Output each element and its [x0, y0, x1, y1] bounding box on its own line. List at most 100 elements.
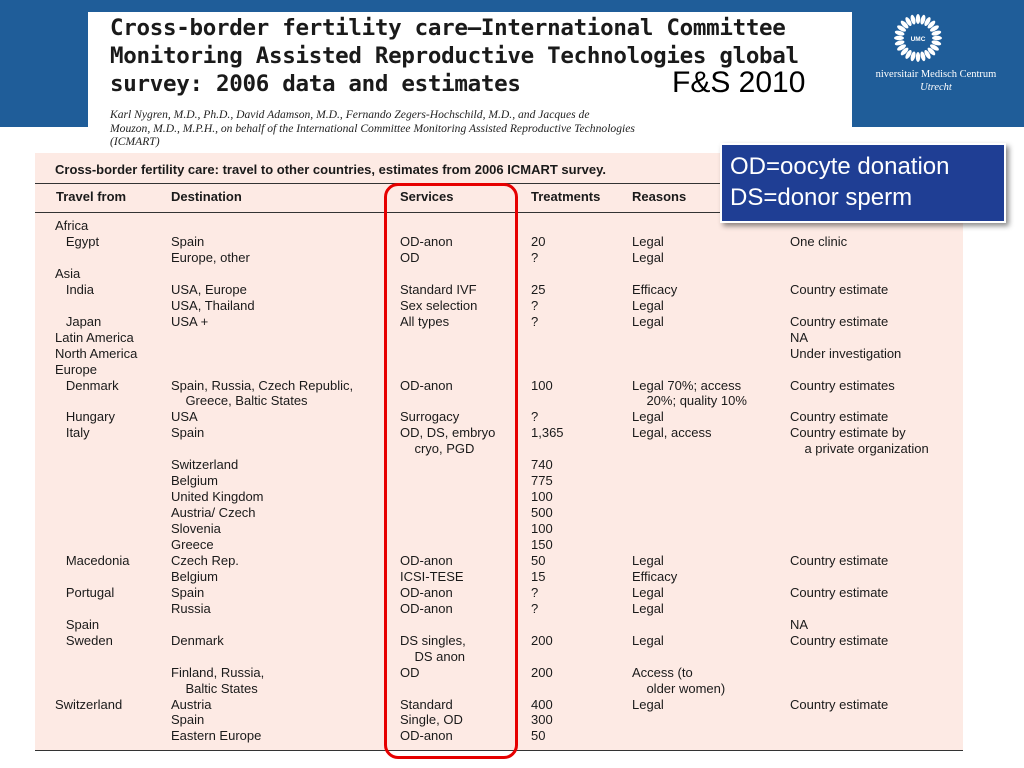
- paper-title: Cross-border fertility care—Internationa…: [110, 14, 850, 98]
- logo-petal: [894, 40, 905, 46]
- treatments-cell: 400: [531, 696, 553, 712]
- paper-title-line: Monitoring Assisted Reproductive Technol…: [110, 43, 799, 69]
- logo-petal: [931, 40, 942, 46]
- travel-from-cell: Europe: [55, 361, 97, 377]
- paper-title-line: Cross-border fertility care—Internationa…: [110, 15, 786, 41]
- logo-petal: [920, 14, 926, 25]
- services-cell: Standard: [400, 696, 453, 712]
- destination-cell: Austria: [171, 696, 212, 712]
- legend-line-od: OD=oocyte donation: [730, 153, 950, 180]
- table-rule-bottom: [35, 750, 963, 751]
- destination-cell: USA, Thailand: [171, 297, 255, 313]
- travel-from-cell: Japan: [55, 313, 102, 329]
- col-header-treatments: Treatments: [531, 189, 601, 204]
- logo-petal: [915, 52, 921, 62]
- university-city: Utrecht: [920, 82, 952, 93]
- col-header-services: Services: [400, 189, 454, 204]
- notes-cell: Country estimates: [790, 377, 895, 393]
- travel-from-cell: North America: [55, 345, 138, 361]
- destination-cell: Austria/ Czech: [171, 505, 256, 521]
- logo-petal: [920, 51, 926, 62]
- paper-header-box: [88, 12, 852, 151]
- services-cell: Sex selection: [400, 297, 478, 313]
- logo-petal: [894, 35, 904, 41]
- notes-cell: NA: [790, 329, 809, 345]
- travel-from-cell: Portugal: [55, 584, 115, 600]
- logo-petal: [927, 47, 936, 56]
- destination-cell: Slovenia: [171, 521, 221, 537]
- notes-cell: Country estimate: [790, 313, 889, 329]
- logo-petal: [905, 49, 912, 59]
- col-header-reasons: Reasons: [632, 189, 687, 204]
- logo-petal: [924, 49, 931, 59]
- services-cell: OD, DS, embryo: [400, 425, 496, 441]
- travel-from-cell: Egypt: [55, 233, 100, 249]
- treatments-cell: 300: [531, 712, 553, 728]
- authors-line: Karl Nygren, M.D., Ph.D., David Adamson,…: [110, 108, 590, 121]
- notes-cell: Country estimate: [790, 409, 889, 425]
- logo-petal: [931, 30, 942, 36]
- destination-cell: USA: [171, 409, 198, 425]
- paper-title-line: survey: 2006 data and estimates: [110, 71, 521, 97]
- reasons-cell: Legal: [632, 233, 664, 249]
- services-cell: Surrogacy: [400, 409, 460, 425]
- destination-cell: Eastern Europe: [171, 728, 262, 744]
- travel-from-cell: Denmark: [55, 377, 119, 393]
- destination-cell: Europe, other: [171, 249, 250, 265]
- logo-petal: [897, 25, 907, 32]
- treatments-cell: 100: [531, 377, 553, 393]
- authors-line: Mouzon, M.D., M.P.H., on behalf of the I…: [110, 121, 635, 135]
- services-cell: OD-anon: [400, 584, 453, 600]
- destination-cell: Switzerland: [171, 457, 239, 473]
- treatments-cell: 500: [531, 505, 553, 521]
- notes-cell: Country estimate: [790, 584, 889, 600]
- destination-cell: United Kingdom: [171, 489, 264, 505]
- logo-petal: [915, 14, 921, 24]
- paper-authors: Karl Nygren, M.D., Ph.D., David Adamson,…: [110, 108, 845, 149]
- services-cell: OD-anon: [400, 600, 453, 616]
- treatments-cell: 1,365: [531, 425, 564, 441]
- treatments-cell: 100: [531, 489, 553, 505]
- services-cell: DS singles,: [400, 632, 466, 648]
- destination-cell: Belgium: [171, 568, 218, 584]
- destination-cell: Spain: [171, 233, 205, 249]
- notes-cell: Country estimate by: [790, 425, 906, 441]
- legend-line-ds: DS=donor sperm: [730, 184, 913, 211]
- travel-from-cell: India: [55, 281, 95, 297]
- destination-cell: Spain, Russia, Czech Republic,: [171, 377, 354, 393]
- destination-cell: Greece, Baltic States: [171, 393, 308, 409]
- umc-logo-icon: UMC: [894, 14, 942, 62]
- logo-petal: [910, 51, 916, 62]
- logo-petal: [900, 20, 909, 29]
- treatments-cell: ?: [531, 313, 539, 329]
- treatments-cell: 150: [531, 537, 553, 552]
- table-rule-header: [35, 212, 963, 213]
- reasons-cell: Legal: [632, 552, 664, 568]
- travel-from-cell: Sweden: [55, 632, 113, 648]
- destination-cell: Belgium: [171, 473, 218, 489]
- notes-cell: Country estimate: [790, 632, 889, 648]
- travel-from-cell: Latin America: [55, 329, 134, 345]
- journal-label: F&S 2010: [672, 66, 806, 99]
- treatments-cell: 50: [531, 552, 546, 568]
- logo-petal: [929, 44, 939, 51]
- services-cell: DS anon: [400, 648, 466, 664]
- logo-petal: [905, 17, 912, 27]
- reasons-cell: Legal: [632, 632, 664, 648]
- university-name: niversitair Medisch Centrum Utrecht: [848, 68, 1024, 94]
- travel-from-cell: Switzerland: [55, 696, 123, 712]
- col-header-destination: Destination: [171, 189, 242, 204]
- services-cell: OD-anon: [400, 377, 453, 393]
- logo-text: UMC: [911, 36, 926, 43]
- destination-cell: Spain: [171, 584, 205, 600]
- treatments-cell: ?: [531, 249, 539, 265]
- services-cell: Standard IVF: [400, 281, 477, 297]
- treatments-cell: ?: [531, 409, 539, 425]
- reasons-cell: Legal, access: [632, 425, 712, 441]
- notes-cell: a private organization: [790, 441, 929, 457]
- logo-petal: [897, 44, 907, 51]
- destination-cell: Denmark: [171, 632, 224, 648]
- services-cell: ICSI-TESE: [400, 568, 464, 584]
- abbreviation-legend: OD=oocyte donation DS=donor sperm: [720, 143, 1006, 223]
- services-cell: OD: [400, 249, 420, 265]
